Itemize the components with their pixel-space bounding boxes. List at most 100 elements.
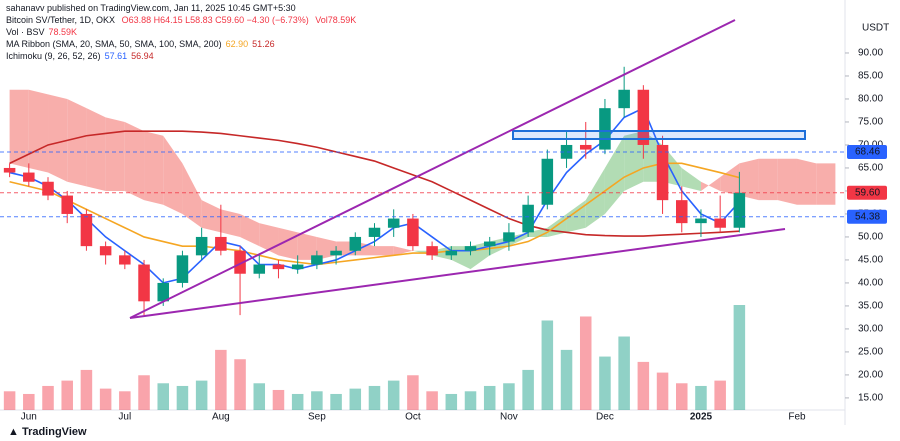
y-tick-label: 25.00: [858, 347, 883, 358]
cloud-segment: [67, 98, 87, 187]
candle-body: [656, 144, 669, 201]
volume-value: Vol78.59K: [315, 15, 357, 25]
cloud-segment: [278, 227, 298, 260]
candle-body: [503, 232, 515, 242]
volume-bar: [387, 380, 400, 410]
indicator-value: 51.26: [252, 39, 275, 49]
candle-body: [618, 89, 630, 109]
y-tick-label: 75.00: [858, 117, 883, 128]
volume-bar: [138, 375, 150, 410]
volume-bar: [676, 383, 688, 410]
volume-bar: [637, 361, 650, 410]
volume-bar: [599, 356, 611, 410]
volume-bar: [157, 383, 169, 410]
cloud-segment: [240, 213, 260, 247]
cloud-segment: [9, 89, 29, 168]
volume-bar: [695, 385, 707, 410]
candle-body: [445, 250, 458, 256]
resistance-zone: [512, 130, 806, 140]
cloud-segment: [624, 131, 644, 191]
cloud-segment: [604, 135, 625, 214]
volume-bar: [483, 385, 496, 410]
volume-bar: [618, 336, 630, 410]
volume-bar: [656, 372, 669, 410]
candle-body: [733, 192, 746, 228]
y-unit: USDT: [862, 23, 889, 34]
y-tick-label: 90.00: [858, 48, 883, 59]
cloud-segment: [182, 163, 202, 228]
symbol-row: Bitcoin SV/Tether, 1D, OKX O63.88 H64.15…: [6, 14, 356, 26]
cloud-segment: [816, 163, 836, 205]
indicator-row: Ichimoku (9, 26, 52, 26) 57.61 56.94: [6, 50, 356, 62]
ohlc: O63.88 H64.15 L58.83 C59.60 −4.30 (−6.73…: [121, 15, 309, 25]
cloud-segment: [297, 232, 317, 260]
cloud-segment: [28, 89, 49, 173]
candle-body: [157, 282, 169, 302]
volume-bar: [215, 349, 227, 410]
candle-body: [387, 218, 400, 228]
candle-body: [99, 246, 112, 256]
cloud-segment: [144, 131, 164, 205]
candle-body: [541, 158, 554, 205]
x-tick-label: Sep: [308, 412, 326, 423]
trend-line-upper: [129, 19, 736, 319]
candle-body: [61, 195, 73, 214]
x-tick-label: Jul: [118, 412, 131, 423]
brand: TradingView: [21, 426, 87, 438]
y-tick-label: 35.00: [858, 301, 883, 312]
publisher: sahanavv published on TradingView.com, J…: [6, 3, 296, 13]
candle-body: [195, 236, 208, 256]
candle-body: [560, 144, 573, 159]
indicator-value: 56.94: [131, 51, 154, 61]
candle-body: [330, 250, 342, 256]
cloud-segment: [739, 158, 759, 201]
candle-body: [483, 241, 496, 247]
indicator-value: 78.59K: [48, 27, 78, 37]
volume-bar: [119, 391, 131, 410]
y-tick-label: 15.00: [858, 393, 883, 404]
candle-body: [311, 255, 323, 265]
volume-bar: [368, 385, 381, 410]
cloud-segment: [796, 158, 817, 205]
volume-bar: [234, 359, 246, 410]
y-tick-label: 50.00: [858, 232, 883, 243]
volume-bar: [407, 375, 419, 410]
candle-body: [368, 227, 381, 237]
indicator-row: Vol · BSV 78.59K: [6, 26, 356, 38]
candle-body: [234, 250, 246, 274]
volume-bar: [99, 388, 112, 410]
volume-bar: [541, 320, 554, 410]
y-tick-label: 40.00: [858, 278, 883, 289]
price-label: 54.38: [855, 211, 880, 222]
cloud-segment: [374, 246, 394, 256]
footer: ▲ TradingView: [8, 426, 87, 438]
price-label-box: [847, 209, 887, 224]
cloud-segment: [105, 117, 125, 191]
volume-bar: [426, 391, 438, 410]
candle-body: [176, 255, 189, 283]
volume: [3, 305, 746, 410]
volume-bar: [330, 393, 342, 410]
y-tick-label: 65.00: [858, 163, 883, 174]
candle-body: [522, 204, 534, 233]
volume-bar: [560, 349, 573, 410]
y-tick-label: 80.00: [858, 94, 883, 105]
indicators: Vol · BSV 78.59K MA Ribbon (SMA, 20, SMA, …: [6, 26, 356, 62]
volume-bar: [3, 391, 16, 410]
candle-body: [695, 218, 707, 224]
y-tick-label: 20.00: [858, 370, 883, 381]
cloud-segment: [777, 158, 797, 205]
candle-body: [676, 200, 688, 224]
candle-body: [138, 264, 150, 302]
indicator-value: 62.90: [225, 39, 249, 49]
cloud-segment: [201, 200, 221, 233]
candle-body: [426, 246, 438, 256]
indicator-name: Ichimoku (9, 26, 52, 26): [6, 51, 101, 61]
volume-bar: [176, 385, 189, 410]
candle-body: [407, 218, 419, 247]
x-tick-label: Oct: [405, 412, 421, 423]
x-tick-label: Jun: [21, 412, 37, 423]
